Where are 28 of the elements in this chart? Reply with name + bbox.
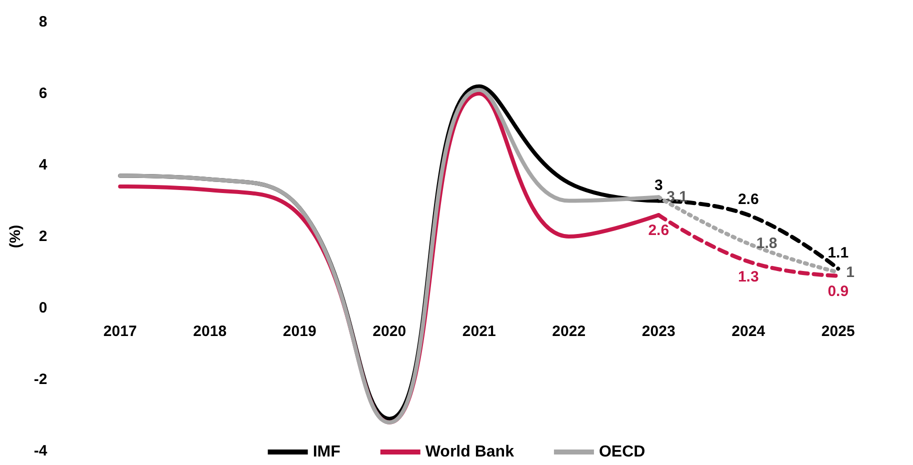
y-tick-label: -2 [34,371,48,388]
legend-label: World Bank [425,444,514,460]
x-tick-label: 2025 [821,323,855,340]
x-tick-label: 2017 [103,323,137,340]
y-tick-label: 4 [38,156,48,174]
data-label: 2.6 [738,191,759,208]
data-label: 1 [846,264,854,281]
y-tick-label: 8 [38,14,48,30]
y-tick-label: 0 [38,300,48,316]
y-tick-label: 6 [38,85,48,102]
x-tick-label: 2024 [732,323,766,340]
data-label: 0.9 [828,282,849,300]
x-tick-label: 2020 [372,323,406,340]
y-tick-label: -4 [34,442,48,460]
data-label: 3 [654,176,663,194]
y-tick-label: 2 [38,228,48,245]
data-label: 2.6 [648,222,670,240]
x-tick-label: 2019 [282,323,316,340]
legend-label: IMF [312,444,341,460]
data-label: 1.8 [756,235,778,252]
data-label: 1.3 [738,268,759,286]
x-tick-label: 2022 [552,323,586,340]
y-axis-title: (%) [7,224,24,248]
x-tick-label: 2018 [193,323,227,340]
data-label: 1.1 [828,244,849,262]
x-tick-label: 2021 [462,323,496,340]
x-tick-label: 2023 [642,323,676,340]
legend-label: OECD [598,444,646,460]
